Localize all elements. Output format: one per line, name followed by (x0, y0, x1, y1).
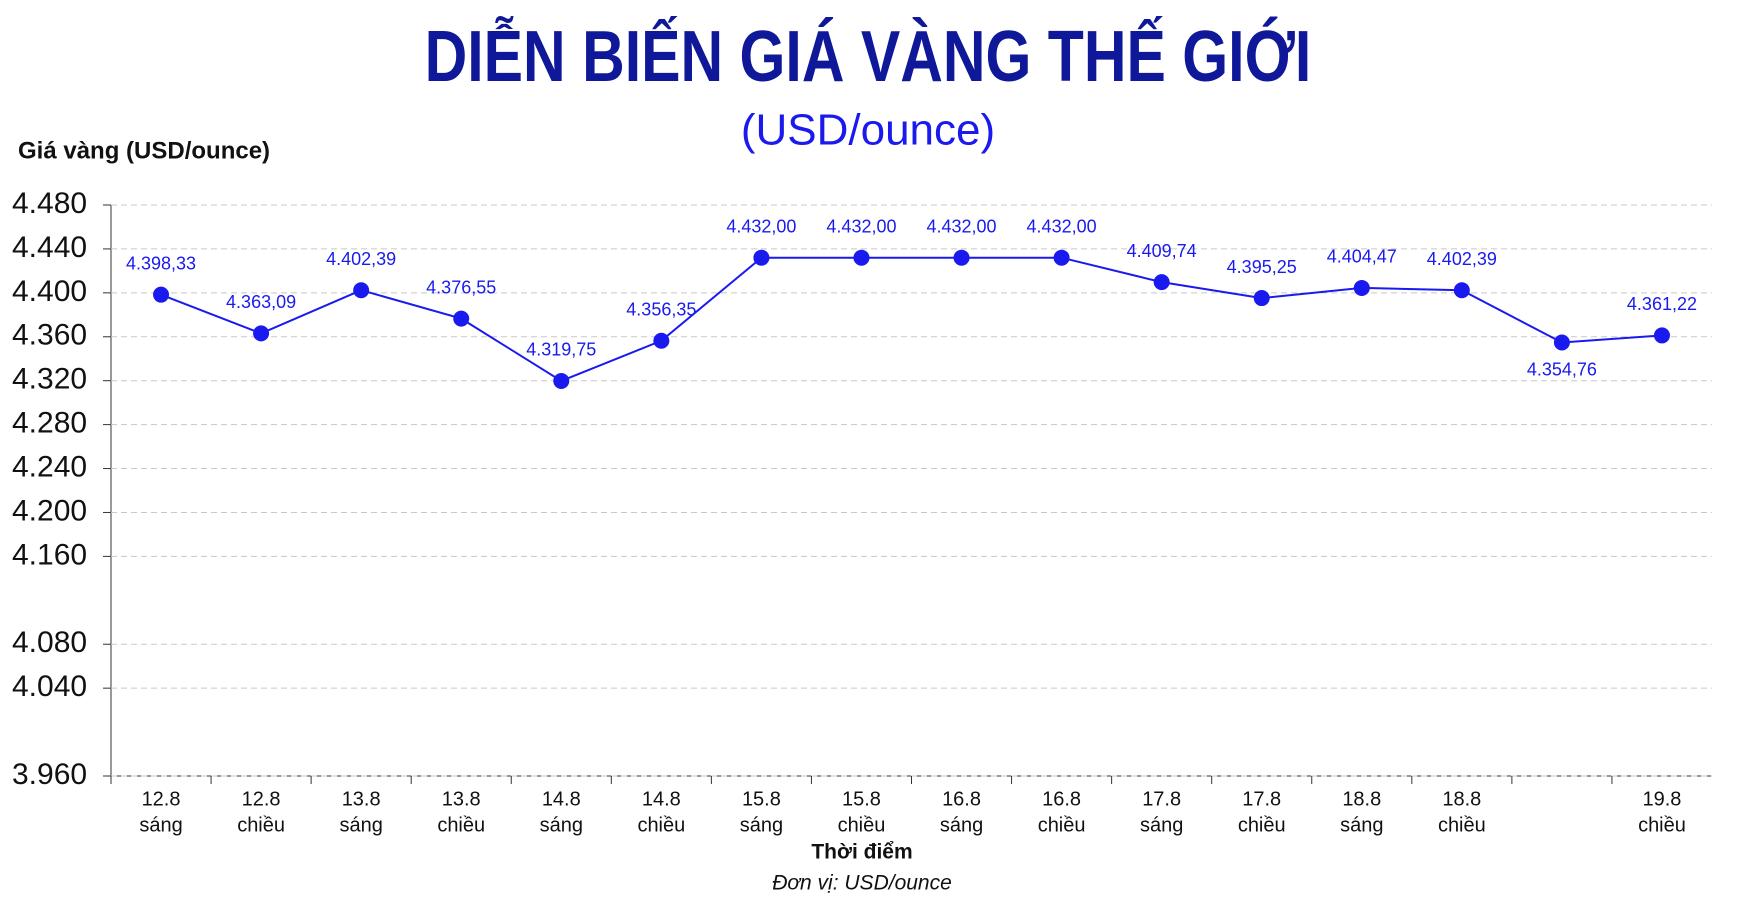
x-tick-label: chiều (1238, 814, 1286, 836)
y-tick-label: 4.280 (12, 407, 87, 440)
x-tick-label: sáng (1140, 814, 1183, 836)
data-label: 4.432,00 (726, 216, 796, 236)
point (1453, 282, 1470, 299)
x-tick-label: sáng (139, 814, 182, 836)
point (1553, 334, 1570, 351)
point (1653, 327, 1670, 344)
y-tick-label: 4.200 (12, 494, 87, 527)
data-label: 4.432,00 (926, 216, 996, 236)
x-tick-label: sáng (940, 814, 983, 836)
point (353, 282, 370, 299)
y-tick-label: 4.320 (12, 363, 87, 396)
x-tick-label: chiều (437, 814, 485, 836)
data-label: 4.402,39 (326, 249, 396, 269)
x-tick-label: sáng (339, 814, 382, 836)
x-tick-label: 17.8 (1142, 788, 1181, 810)
x-tick-label: 14.8 (542, 788, 581, 810)
x-tick-label: chiều (1038, 814, 1086, 836)
data-label: 4.376,55 (426, 277, 496, 297)
data-label: 4.354,76 (1527, 359, 1597, 379)
x-tick-label: 15.8 (742, 788, 781, 810)
x-tick-label: sáng (740, 814, 783, 836)
y-tick-label: 4.400 (12, 275, 87, 308)
x-tick-label: chiều (637, 814, 685, 836)
point (253, 325, 270, 342)
y-tick-label: 4.080 (12, 626, 87, 659)
data-label: 4.395,25 (1227, 257, 1297, 277)
x-tick-label: 12.8 (142, 788, 181, 810)
chart-subtitle: (USD/ounce) (741, 106, 995, 155)
point (1053, 249, 1070, 266)
line (160, 256, 1663, 383)
x-tick-label: 18.8 (1442, 788, 1481, 810)
x-tick-label: 19.8 (1643, 788, 1682, 810)
point (1153, 274, 1170, 291)
data-label: 4.432,00 (1027, 216, 1097, 236)
x-tick-label: sáng (1340, 814, 1383, 836)
x-tick-label: 14.8 (642, 788, 681, 810)
y-axis-label: Giá vàng (USD/ounce) (18, 137, 270, 164)
data-label: 4.409,74 (1127, 241, 1197, 261)
data-label: 4.404,47 (1327, 247, 1397, 267)
y-tick-label: 4.360 (12, 319, 87, 352)
point (853, 249, 870, 266)
point (553, 372, 570, 389)
chart-title: DIỄN BIẾN GIÁ VÀNG THẾ GIỚI (425, 15, 1312, 96)
y-tick-label: 4.480 (12, 187, 87, 220)
y-tick-label: 4.240 (12, 450, 87, 483)
data-label: 4.398,33 (126, 253, 196, 273)
x-tick-label: 13.8 (342, 788, 381, 810)
x-tick-label: 12.8 (242, 788, 281, 810)
data-label: 4.356,35 (626, 300, 696, 320)
x-axis-label: Thời điểm (811, 841, 912, 864)
x-tick-label: chiều (1638, 814, 1686, 836)
x-tick-label: sáng (540, 814, 583, 836)
point (753, 249, 770, 266)
x-tick-label: 16.8 (942, 788, 981, 810)
data-label: 4.363,09 (226, 292, 296, 312)
y-tick-label: 4.440 (12, 231, 87, 264)
x-tick-label: 18.8 (1342, 788, 1381, 810)
x-tick-label: chiều (838, 814, 886, 836)
note: Đơn vị: USD/ounce (772, 872, 952, 895)
x-tick-label: 17.8 (1242, 788, 1281, 810)
y-tick-label: 3.960 (12, 758, 87, 791)
y-tick-label: 4.160 (12, 538, 87, 571)
data-label: 4.402,39 (1427, 249, 1497, 269)
point (653, 332, 670, 349)
point (953, 249, 970, 266)
data-label: 4.361,22 (1627, 294, 1697, 314)
data-label: 4.319,75 (526, 340, 596, 360)
point (153, 286, 170, 303)
x-tick-label: 13.8 (442, 788, 481, 810)
x-tick-label: 15.8 (842, 788, 881, 810)
point (1253, 290, 1270, 307)
x-tick-label: chiều (237, 814, 285, 836)
point (453, 310, 470, 327)
data-label: 4.432,00 (826, 216, 896, 236)
y-tick-label: 4.040 (12, 670, 87, 703)
point (1353, 279, 1370, 296)
x-tick-label: 16.8 (1042, 788, 1081, 810)
x-tick-label: chiều (1438, 814, 1486, 836)
